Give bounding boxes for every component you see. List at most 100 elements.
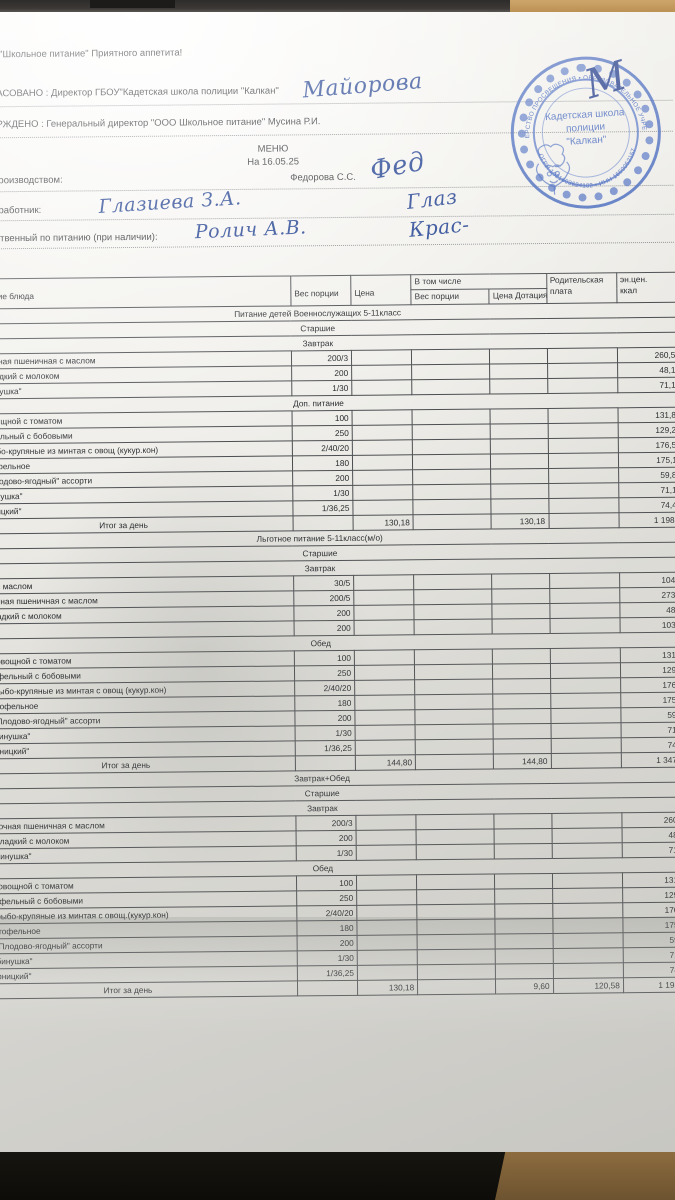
total-weight <box>292 515 354 531</box>
cell-sub-subsidy <box>492 648 551 665</box>
cell-sub-weight <box>416 829 495 845</box>
cell-price <box>353 604 415 621</box>
th-parent-pay: Родительская плата <box>546 272 617 304</box>
medic-label: ед. работник: <box>0 204 42 217</box>
total-kcal: 1 347,7 <box>621 752 675 768</box>
cell-parent-pay <box>549 647 621 664</box>
cell-price <box>357 964 418 981</box>
cell-sub-subsidy <box>492 573 550 590</box>
cell-parent-pay <box>550 707 621 724</box>
cell-parent-pay <box>552 887 623 904</box>
cell-sub-weight <box>414 679 494 695</box>
total-price: 130,18 <box>353 514 414 531</box>
cell-sub-subsidy <box>490 438 549 455</box>
total-sub-subsidy: 130,18 <box>491 513 549 530</box>
cell-parent-pay <box>551 842 623 859</box>
cell-weight: 200 <box>291 365 352 381</box>
wood-edge-bottom-right <box>495 1152 675 1200</box>
cell-price <box>354 679 415 696</box>
cell-sub-subsidy <box>489 363 548 380</box>
cell-sub-subsidy <box>495 963 554 980</box>
cell-parent-pay <box>549 587 620 604</box>
cell-sub-weight <box>417 964 496 980</box>
responsible-name-handwritten: Ролич А.В. <box>194 216 308 244</box>
cell-price <box>352 454 413 471</box>
cell-weight: 1/30 <box>297 950 358 966</box>
cell-sub-subsidy <box>495 948 553 965</box>
cell-kcal: 48,15 <box>617 362 675 378</box>
cell-kcal: 48,1 <box>621 827 675 843</box>
cell-sub-weight <box>416 904 496 920</box>
cell-sub-subsidy <box>489 348 548 365</box>
cell-kcal: 131,8 <box>620 647 675 663</box>
cell-sub-subsidy <box>490 423 548 440</box>
cell-weight: 200/3 <box>295 815 357 831</box>
cell-kcal: 71,1 <box>620 722 675 738</box>
cell-parent-pay <box>548 467 619 484</box>
cell-kcal: 59,8 <box>622 932 675 948</box>
cell-sub-subsidy <box>490 468 549 485</box>
cell-kcal: 48,1 <box>619 602 675 618</box>
cell-weight: 100 <box>294 650 355 666</box>
cell-weight: 200 <box>292 470 353 486</box>
cell-parent-pay <box>547 377 618 394</box>
cell-price <box>354 694 416 711</box>
cell-price <box>356 829 417 846</box>
cell-sub-weight <box>414 694 494 710</box>
document-content: О "Школьное питание" Приятного аппетита!… <box>0 12 675 1164</box>
approval-line-2-label: ВЕРЖДЕНО : Генеральный директор "ООО Шко… <box>0 116 321 131</box>
cell-parent-pay <box>547 407 618 424</box>
cell-sub-subsidy <box>493 708 551 725</box>
cell-kcal: 74,4 <box>623 962 675 978</box>
cell-sub-subsidy <box>493 678 551 695</box>
total-parent-pay <box>548 512 619 529</box>
total-price: 130,18 <box>357 979 418 996</box>
cell-sub-weight <box>413 589 493 605</box>
document-date: На 16.05.25 <box>247 156 300 168</box>
th-sub-weight: Вес порции <box>411 289 490 305</box>
cell-sub-weight <box>416 889 496 905</box>
seal-coat-of-arms-icon <box>535 143 571 195</box>
cell-sub-weight <box>412 424 491 440</box>
cell-price <box>356 874 417 891</box>
cell-kcal: 71,19 <box>617 377 675 393</box>
cell-weight: 1/36,25 <box>292 500 354 516</box>
cell-price <box>352 439 413 456</box>
cell-sub-weight <box>412 469 492 485</box>
cell-parent-pay <box>550 692 621 709</box>
cell-price <box>351 379 413 396</box>
th-weight: Вес порции <box>290 275 352 306</box>
cell-price <box>352 424 413 441</box>
total-parent-pay: 120,58 <box>553 977 624 994</box>
cell-parent-pay <box>552 947 624 964</box>
cell-price <box>352 484 414 501</box>
cell-weight: 200/5 <box>293 590 354 606</box>
cell-parent-pay <box>552 962 624 979</box>
cell-sub-subsidy <box>492 588 550 605</box>
cell-sub-subsidy <box>494 843 552 860</box>
cell-weight: 1/36,25 <box>295 740 356 756</box>
cell-kcal: 260,5 <box>621 812 675 828</box>
cell-weight: 2/40/20 <box>292 440 353 456</box>
cell-parent-pay <box>550 677 621 694</box>
cell-price <box>357 934 418 951</box>
cell-weight: 200 <box>293 620 355 636</box>
production-head-label: ав производством: <box>0 174 63 187</box>
cell-sub-weight <box>413 499 492 515</box>
cell-kcal: 59,8 <box>620 707 675 723</box>
cell-sub-subsidy <box>494 873 553 890</box>
cell-parent-pay <box>552 902 623 919</box>
cell-parent-pay <box>549 572 620 589</box>
cell-sub-weight <box>411 364 491 380</box>
document-title: МЕНЮ <box>257 143 289 155</box>
cell-kcal: 175,11 <box>618 452 675 468</box>
cell-sub-subsidy <box>494 813 552 830</box>
cell-kcal: 129,2 <box>622 887 675 903</box>
cell-sub-weight <box>417 949 496 965</box>
cell-sub-subsidy <box>493 693 551 710</box>
total-sub-subsidy: 144,80 <box>493 753 552 770</box>
cell-sub-weight <box>414 619 493 635</box>
cell-weight: 200 <box>295 830 357 846</box>
cell-kcal: 129,2 <box>620 662 675 678</box>
